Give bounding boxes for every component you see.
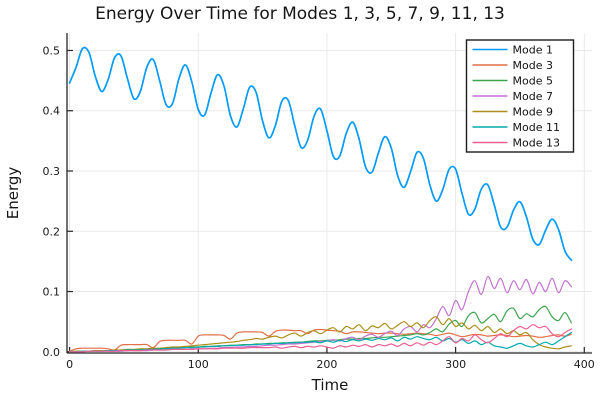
series-line-mode-1: [68, 46, 573, 262]
y-tick-label: 0.1: [43, 286, 61, 299]
legend-label: Mode 3: [513, 59, 553, 72]
y-tick-label: 0.3: [43, 165, 61, 178]
y-tick-label: 0.2: [43, 225, 61, 238]
legend-label: Mode 11: [513, 121, 560, 134]
legend-label: Mode 5: [513, 75, 553, 88]
series-line-mode-9: [69, 316, 572, 353]
x-tick-label: 0: [66, 358, 73, 371]
x-tick-label: 300: [445, 358, 466, 371]
x-tick-label: 400: [574, 358, 595, 371]
chart-title: Energy Over Time for Modes 1, 3, 5, 7, 9…: [95, 4, 505, 24]
x-tick-label: 100: [188, 358, 209, 371]
legend-label: Mode 1: [513, 44, 553, 57]
y-tick-label: 0.0: [43, 346, 61, 359]
y-tick-label: 0.5: [43, 44, 61, 57]
y-axis-label: Energy: [4, 166, 22, 220]
x-axis-label: Time: [311, 376, 349, 394]
legend-label: Mode 9: [513, 106, 553, 119]
y-tick-label: 0.4: [43, 105, 61, 118]
x-tick-label: 200: [316, 358, 337, 371]
legend-label: Mode 13: [513, 137, 560, 150]
legend-label: Mode 7: [513, 90, 553, 103]
series-line-mode-13: [69, 324, 572, 353]
